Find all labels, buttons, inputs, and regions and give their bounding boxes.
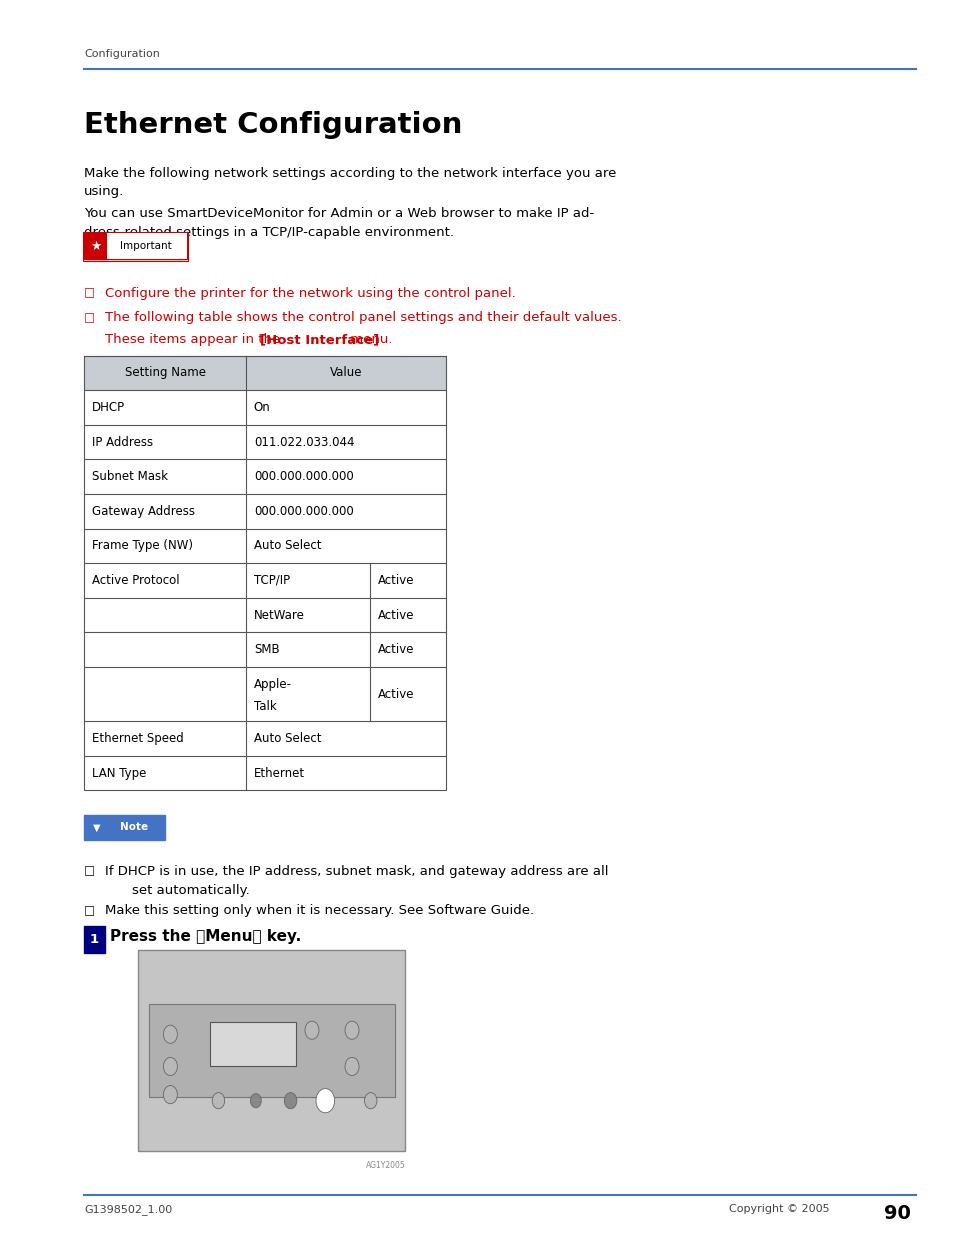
- Circle shape: [364, 1093, 376, 1109]
- Circle shape: [163, 1086, 177, 1104]
- Text: On: On: [253, 401, 271, 414]
- Text: Ethernet: Ethernet: [253, 767, 305, 779]
- Text: 000.000.000.000: 000.000.000.000: [253, 471, 354, 483]
- Text: M○: M○: [149, 992, 156, 995]
- Circle shape: [345, 1057, 358, 1076]
- Text: ▼: ▼: [92, 823, 100, 832]
- Text: Subnet Mask: Subnet Mask: [91, 471, 168, 483]
- Text: Auto Select: Auto Select: [253, 732, 321, 745]
- Text: LAN Type: LAN Type: [91, 767, 146, 779]
- Circle shape: [212, 1093, 225, 1109]
- Text: TCP/IP: TCP/IP: [253, 574, 290, 587]
- Circle shape: [315, 1088, 335, 1113]
- Text: □: □: [84, 864, 95, 878]
- Text: Y○: Y○: [149, 1045, 155, 1049]
- Text: The following table shows the control panel settings and their default values.: The following table shows the control pa…: [105, 311, 621, 325]
- Text: Form Feed: Form Feed: [152, 967, 177, 972]
- Text: 000.000.000.000: 000.000.000.000: [253, 505, 354, 517]
- Text: Menu: Menu: [314, 1060, 328, 1065]
- Text: □: □: [84, 287, 95, 300]
- Text: IP Address: IP Address: [91, 436, 152, 448]
- FancyBboxPatch shape: [138, 950, 405, 1151]
- Circle shape: [163, 1025, 177, 1044]
- Circle shape: [163, 1057, 177, 1076]
- Text: Escape: Escape: [306, 1024, 321, 1029]
- Bar: [211, 1023, 295, 1067]
- Text: DHCP: DHCP: [91, 401, 125, 414]
- Text: AG1Y2005: AG1Y2005: [365, 1161, 405, 1170]
- FancyBboxPatch shape: [84, 815, 165, 840]
- Text: menu.: menu.: [346, 333, 393, 347]
- Text: Make this setting only when it is necessary. See Software Guide.: Make this setting only when it is necess…: [105, 904, 534, 918]
- Text: You can use SmartDeviceMonitor for Admin or a Web browser to make IP ad-
dress-r: You can use SmartDeviceMonitor for Admin…: [84, 207, 594, 240]
- Text: Copyright © 2005: Copyright © 2005: [729, 1204, 829, 1214]
- Bar: [149, 1004, 395, 1097]
- Text: If DHCP is in use, the IP address, subnet mask, and gateway address are all: If DHCP is in use, the IP address, subne…: [105, 864, 608, 878]
- Text: Ethernet Speed: Ethernet Speed: [91, 732, 183, 745]
- Text: □: □: [84, 904, 95, 918]
- Circle shape: [305, 1021, 318, 1040]
- Text: □: □: [84, 311, 95, 325]
- Text: Active: Active: [377, 688, 414, 700]
- Text: Active Protocol: Active Protocol: [91, 574, 179, 587]
- Text: Configure the printer for the network using the control panel.: Configure the printer for the network us…: [105, 287, 516, 300]
- Bar: [84, 232, 107, 259]
- Text: Alert: Alert: [243, 1129, 253, 1132]
- Text: Active: Active: [377, 643, 414, 656]
- Text: Auto Select: Auto Select: [253, 540, 321, 552]
- Bar: [84, 356, 446, 390]
- Text: Frame Type (NW): Frame Type (NW): [91, 540, 193, 552]
- Circle shape: [284, 1093, 296, 1109]
- Text: Job Reset: Job Reset: [149, 1058, 168, 1062]
- Text: |●Online: |●Online: [285, 967, 307, 973]
- Text: Important: Important: [120, 241, 172, 251]
- Circle shape: [250, 1094, 261, 1108]
- Text: Configuration: Configuration: [84, 49, 160, 59]
- Text: C○: C○: [149, 1018, 155, 1023]
- Text: 011.022.033.044: 011.022.033.044: [253, 436, 354, 448]
- Text: Setting Name: Setting Name: [125, 367, 205, 379]
- Text: Ethernet Configuration: Ethernet Configuration: [84, 111, 462, 140]
- Text: 1: 1: [90, 932, 99, 946]
- Circle shape: [345, 1021, 358, 1040]
- Text: 90: 90: [883, 1204, 910, 1223]
- Bar: [84, 356, 446, 790]
- Text: Active: Active: [377, 574, 414, 587]
- Text: [Host Interface]: [Host Interface]: [260, 333, 379, 347]
- Bar: [107, 232, 187, 259]
- Text: NetWare: NetWare: [253, 609, 304, 621]
- Text: Data In: Data In: [277, 1129, 293, 1132]
- Text: Apple-: Apple-: [253, 678, 292, 690]
- Text: G1398502_1.00: G1398502_1.00: [84, 1204, 172, 1215]
- Text: Gateway Address: Gateway Address: [91, 505, 194, 517]
- Text: Active: Active: [377, 609, 414, 621]
- Text: set automatically.: set automatically.: [132, 884, 249, 898]
- Text: SMB: SMB: [253, 643, 279, 656]
- Text: Make the following network settings according to the network interface you are
u: Make the following network settings acco…: [84, 167, 616, 199]
- FancyBboxPatch shape: [84, 232, 187, 259]
- Text: Talk: Talk: [253, 700, 276, 713]
- Text: Value: Value: [330, 367, 362, 379]
- Text: Power: Power: [204, 1129, 216, 1132]
- Text: Press the 【Menu】 key.: Press the 【Menu】 key.: [110, 929, 300, 944]
- Text: These items appear in the: These items appear in the: [105, 333, 284, 347]
- Text: # Enter: # Enter: [344, 1024, 359, 1029]
- Bar: [84, 926, 105, 953]
- Text: ★: ★: [90, 240, 101, 252]
- Text: K○: K○: [149, 1071, 155, 1074]
- Text: Note: Note: [120, 823, 149, 832]
